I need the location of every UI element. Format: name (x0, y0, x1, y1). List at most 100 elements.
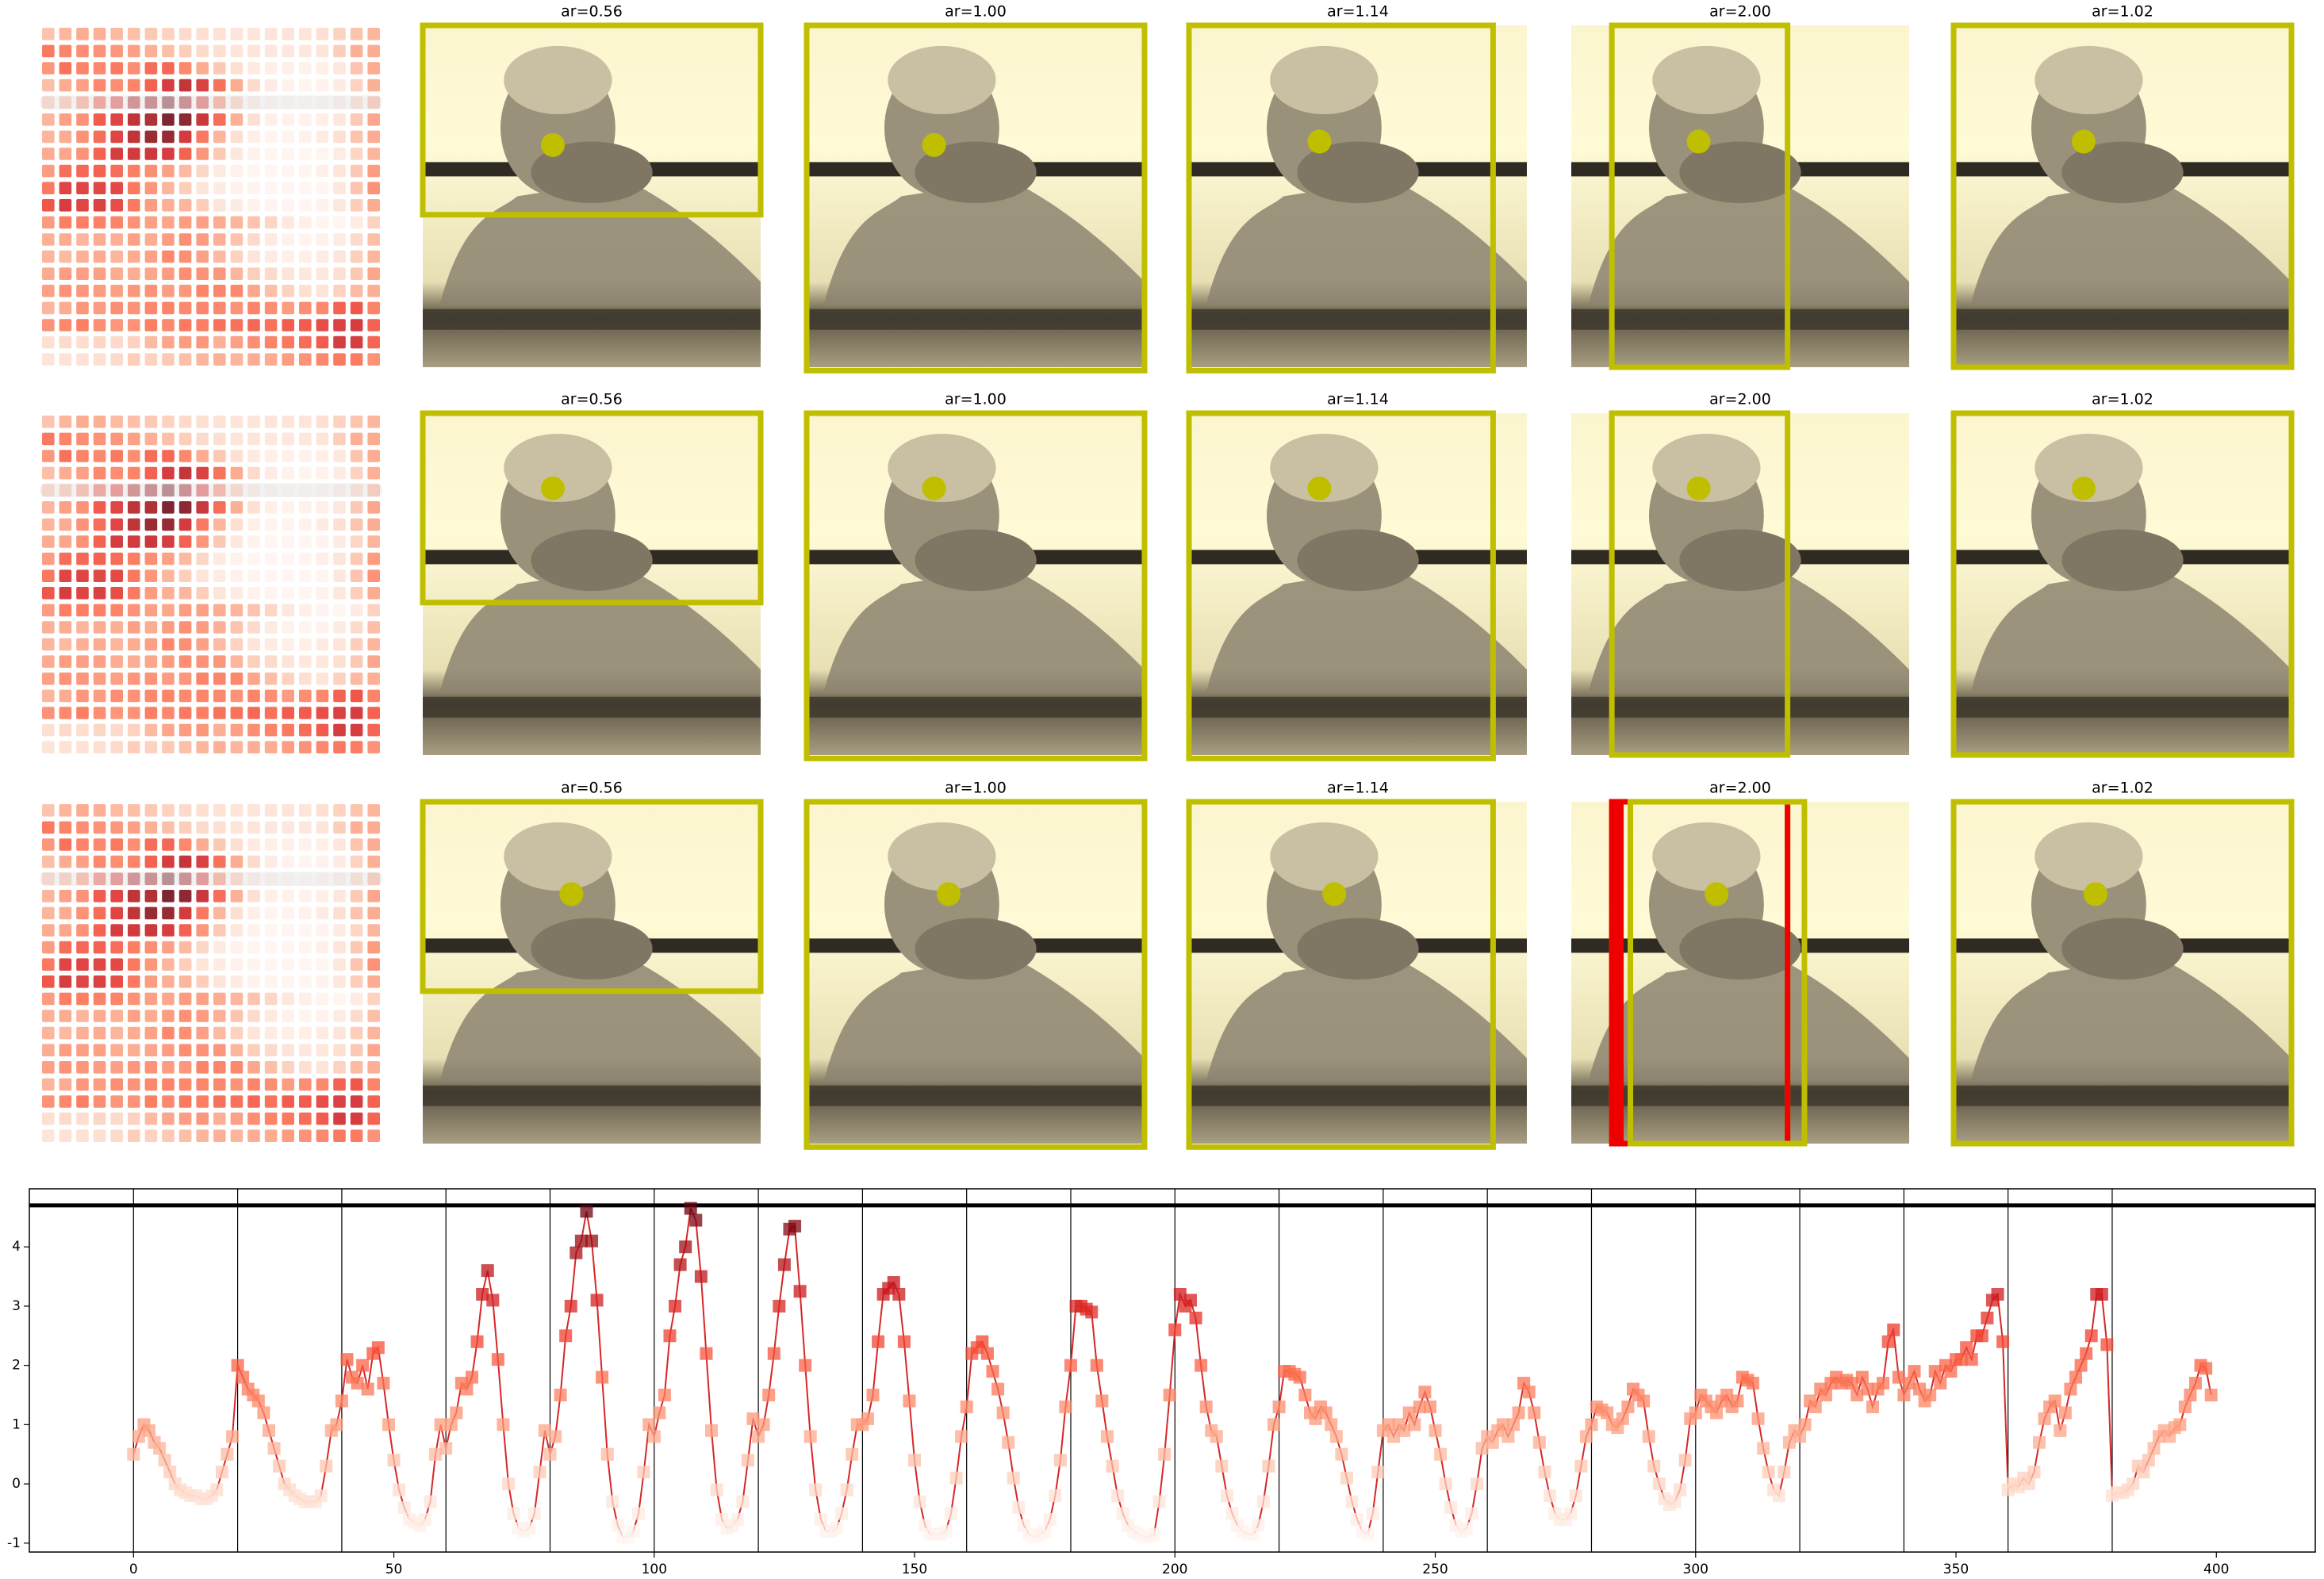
heatmap-cell (144, 673, 158, 685)
heatmap-cell (333, 689, 346, 703)
heatmap-cell (110, 44, 123, 58)
heatmap-cell (282, 707, 294, 719)
data-point (1382, 1418, 1395, 1431)
data-point (1793, 1430, 1807, 1443)
heatmap-cell (316, 267, 329, 280)
heatmap-cell (42, 267, 55, 280)
data-point (387, 1454, 401, 1467)
data-point (1543, 1489, 1556, 1503)
crop-box (1186, 22, 1496, 374)
focus-dot (1307, 476, 1332, 500)
heatmap-cell (282, 250, 294, 263)
heatmap-cell (144, 518, 158, 531)
heatmap-cell (42, 552, 55, 565)
data-point (892, 1287, 906, 1301)
heatmap-cell (350, 1112, 363, 1125)
cap (1652, 822, 1761, 891)
data-point (2058, 1406, 2072, 1420)
heatmap-cell (316, 28, 329, 40)
data-point (444, 1418, 458, 1431)
heatmap-cell (110, 250, 123, 263)
data-point (1621, 1400, 1635, 1413)
heatmap-cell (299, 1044, 312, 1056)
heatmap-cell (42, 707, 55, 719)
heatmap-cell (178, 182, 192, 194)
heatmap-cell (264, 450, 278, 462)
heatmap-cell (144, 62, 158, 75)
heatmap-cell (367, 924, 380, 937)
heatmap-cell (282, 113, 294, 126)
heatmap-cell (230, 130, 244, 144)
heatmap-cell (213, 975, 226, 988)
heatmap-cell (162, 1095, 174, 1108)
heatmap-cell (178, 301, 192, 315)
data-point (705, 1424, 719, 1437)
heatmap-cell (110, 958, 123, 971)
data-point (1746, 1377, 1759, 1390)
heatmap-cell (213, 233, 226, 246)
heatmap-cell (264, 941, 278, 954)
heatmap-cell (128, 1044, 140, 1056)
heatmap-cell (144, 552, 158, 565)
heatmap-cell (350, 267, 363, 280)
heatmap-cell (230, 1010, 244, 1022)
cap (2034, 45, 2143, 115)
heatmap-cell (350, 975, 363, 988)
heatmap-cell (59, 689, 72, 703)
heatmap-cell (162, 741, 174, 753)
heatmap-cell (196, 501, 209, 514)
data-point (2048, 1394, 2061, 1408)
heatmap-cell (196, 1061, 209, 1074)
heatmap-cell (196, 906, 209, 920)
data-point (549, 1430, 562, 1443)
heatmap-cell (59, 924, 72, 937)
heatmap-cell (367, 79, 380, 92)
heatmap-cell (247, 673, 260, 685)
heatmap-cell (230, 416, 244, 428)
heatmap (40, 28, 382, 366)
data-point (1402, 1406, 1416, 1420)
heatmap-cell (316, 416, 329, 428)
heatmap-cell (178, 335, 192, 349)
heatmap-cell (333, 79, 346, 92)
heatmap-cell (162, 1112, 174, 1125)
heatmap-cell (76, 164, 89, 178)
y-tick-label: 0 (12, 1476, 21, 1492)
heatmap-cell (299, 689, 312, 703)
heatmap-cell (144, 924, 158, 937)
heatmap-cell (144, 1044, 158, 1056)
heatmap-cell (128, 638, 140, 651)
heatmap-cell (213, 335, 226, 349)
heatmap-cell (213, 130, 226, 144)
heatmap-cell (282, 1061, 294, 1074)
heatmap-cell (196, 707, 209, 719)
heatmap-cell (264, 673, 278, 685)
data-point (1111, 1489, 1125, 1503)
heatmap-cell (59, 518, 72, 531)
heatmap-cell (128, 267, 140, 280)
heatmap-cell (247, 319, 260, 332)
data-point (1459, 1522, 1473, 1535)
data-point (1351, 1512, 1364, 1526)
data-point (1475, 1442, 1489, 1455)
data-point (507, 1507, 520, 1520)
heatmap-cell (367, 518, 380, 531)
heatmap-cell (316, 975, 329, 988)
heatmap-cell (42, 941, 55, 954)
heatmap-cell (42, 924, 55, 937)
heatmap-cell (247, 250, 260, 263)
heatmap-cell (59, 1044, 72, 1056)
data-point (710, 1483, 723, 1497)
heatmap-cell (93, 924, 106, 937)
heatmap-cell (110, 335, 123, 349)
heatmap-cell (144, 28, 158, 40)
heatmap-cell (213, 707, 226, 719)
data-point (1908, 1365, 1921, 1378)
heatmap-cell (213, 741, 226, 753)
heatmap-cell (350, 1026, 363, 1040)
heatmap-cell (264, 821, 278, 834)
heatmap-cell (42, 28, 55, 40)
heatmap-cell (316, 621, 329, 634)
heatmap-cell (299, 182, 312, 194)
data-point (497, 1418, 510, 1431)
